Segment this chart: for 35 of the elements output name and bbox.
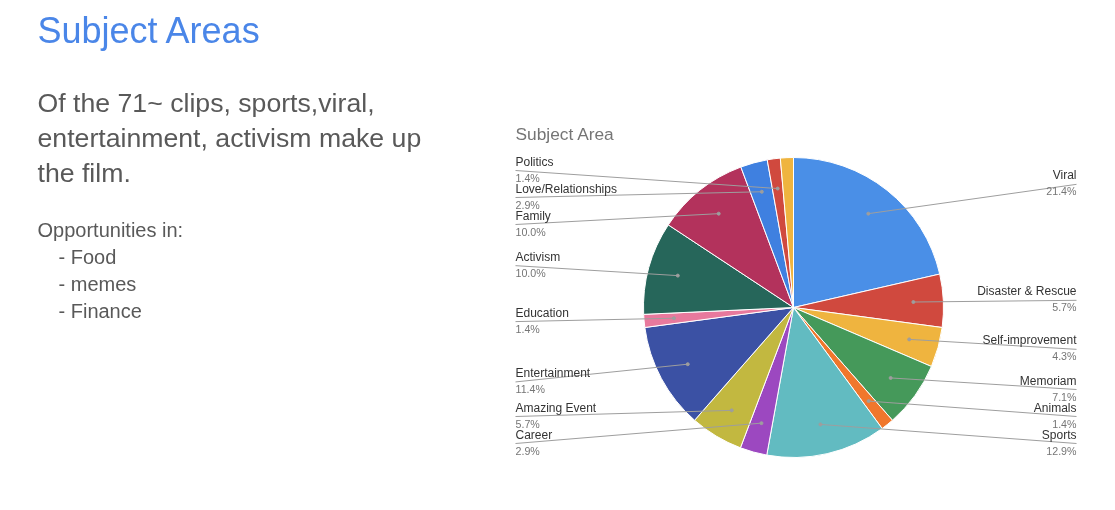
data-label: 10.0% bbox=[515, 266, 547, 279]
data-label: 10.0% bbox=[515, 225, 547, 238]
data-label: 21.4% bbox=[1046, 185, 1078, 198]
text: - Finance bbox=[58, 299, 142, 322]
slice-label: Sports bbox=[1041, 427, 1077, 442]
slice-label: Love/Relationships bbox=[515, 181, 617, 196]
slice-label: Family bbox=[515, 208, 551, 223]
data-label: 1.4% bbox=[515, 171, 541, 184]
slice-label: Amazing Event bbox=[515, 400, 597, 415]
slice-label: Self-improvement bbox=[982, 333, 1078, 348]
text: - memes bbox=[58, 272, 137, 295]
data-label: 2.9% bbox=[515, 198, 541, 211]
slice-label: Disaster & Rescue bbox=[977, 284, 1077, 299]
data-label: 11.4% bbox=[515, 382, 546, 395]
slice-label: Career bbox=[515, 427, 553, 442]
slice-label: Viral bbox=[1052, 168, 1077, 183]
data-label: 1.4% bbox=[1052, 417, 1078, 430]
chart-subtitle: Subject Area bbox=[515, 123, 615, 144]
data-label: 2.9% bbox=[515, 444, 541, 457]
data-label: 4.3% bbox=[1052, 350, 1078, 363]
slice-label: Education bbox=[515, 305, 569, 320]
data-label: 1.4% bbox=[515, 322, 541, 335]
text: Subject Areas bbox=[37, 10, 260, 51]
slice-label: Animals bbox=[1033, 400, 1077, 415]
data-label: 5.7% bbox=[515, 417, 541, 430]
text: - Food bbox=[58, 245, 117, 268]
data-label: 5.7% bbox=[1052, 301, 1078, 314]
data-label: 12.9% bbox=[1046, 444, 1078, 457]
text: Opportunities in: bbox=[37, 218, 184, 241]
slice-label: Memoriam bbox=[1019, 373, 1077, 388]
data-label: 7.1% bbox=[1052, 390, 1078, 403]
slice-label: Politics bbox=[515, 154, 554, 169]
text: Of the 71~ clips, sports,viral, entertainment, activism make up the film. bbox=[37, 87, 422, 188]
slice-label: Activism bbox=[515, 249, 561, 264]
slice-label: Entertainment bbox=[515, 365, 591, 380]
